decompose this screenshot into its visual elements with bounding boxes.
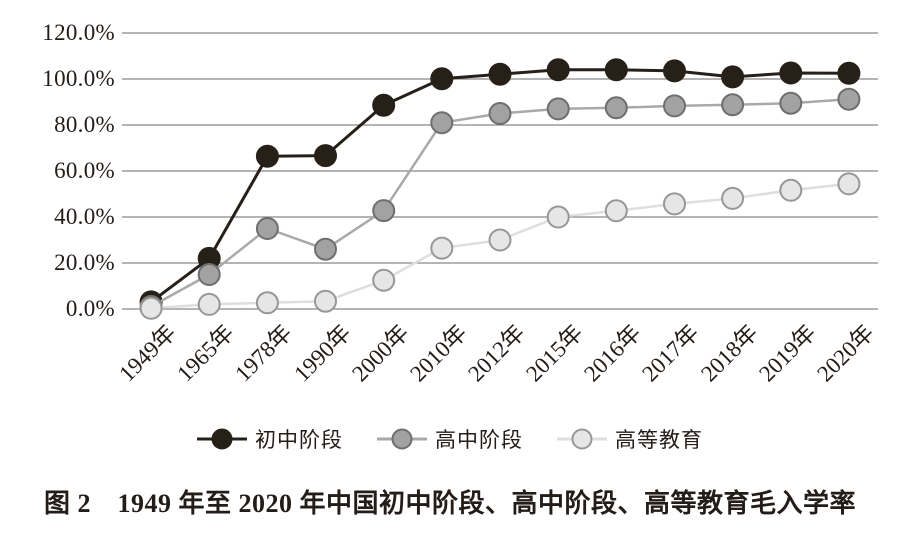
y-axis-tick-label: 100.0% bbox=[42, 66, 115, 91]
data-point-marker bbox=[779, 178, 803, 202]
y-axis-tick-label: 120.0% bbox=[42, 20, 115, 45]
y-axis-tick-label: 0.0% bbox=[65, 296, 115, 321]
data-point-marker bbox=[837, 87, 861, 111]
senior-secondary-line-marker-icon bbox=[377, 428, 427, 450]
data-point-marker bbox=[372, 268, 396, 292]
data-point-marker bbox=[488, 228, 512, 252]
legend-circle-marker bbox=[391, 428, 413, 450]
data-point-marker bbox=[314, 237, 337, 261]
y-axis-tick-label: 80.0% bbox=[54, 112, 115, 137]
data-point-marker bbox=[604, 96, 628, 120]
series-line-1 bbox=[150, 97, 849, 308]
data-point-marker bbox=[430, 236, 454, 260]
data-point-marker bbox=[604, 58, 628, 82]
data-point-marker bbox=[139, 296, 163, 320]
data-point-marker bbox=[488, 62, 512, 86]
data-point-marker bbox=[430, 111, 454, 135]
data-point-marker bbox=[721, 93, 745, 117]
chart-plot-area: 120.0% 100.0% 80.0% 60.0% 40.0% 20.0% 0.0% 194… bbox=[42, 20, 878, 386]
data-point-marker bbox=[721, 186, 745, 210]
data-point-marker bbox=[604, 199, 628, 223]
data-point-marker bbox=[663, 94, 686, 118]
legend-circle-marker bbox=[571, 428, 593, 450]
data-point-marker bbox=[546, 58, 570, 82]
legend-item-higher-education: 高等教育 bbox=[557, 424, 703, 454]
y-axis-tick-label: 40.0% bbox=[54, 204, 115, 229]
legend-label-higher-education: 高等教育 bbox=[615, 428, 703, 452]
data-point-marker bbox=[837, 172, 861, 196]
data-point-marker bbox=[663, 59, 686, 83]
data-point-marker bbox=[255, 144, 279, 168]
data-point-marker bbox=[430, 67, 454, 91]
junior-secondary-line-marker-icon bbox=[197, 428, 247, 450]
data-point-marker bbox=[779, 91, 803, 115]
higher-education-line-marker-icon bbox=[557, 428, 607, 450]
y-axis-tick-label: 20.0% bbox=[54, 250, 115, 275]
data-point-marker bbox=[314, 144, 337, 168]
legend-item-senior-secondary: 高中阶段 bbox=[377, 424, 523, 454]
data-point-marker bbox=[837, 61, 861, 85]
data-point-marker bbox=[372, 199, 396, 223]
data-point-marker bbox=[255, 217, 279, 240]
y-axis-tick-label: 60.0% bbox=[54, 158, 115, 183]
legend-item-junior-secondary: 初中阶段 bbox=[197, 424, 343, 454]
data-point-marker bbox=[314, 289, 337, 313]
data-point-marker bbox=[779, 61, 803, 85]
data-point-marker bbox=[197, 263, 221, 286]
legend-circle-marker bbox=[211, 428, 233, 450]
legend-label-junior-secondary: 初中阶段 bbox=[255, 428, 343, 452]
data-point-marker bbox=[546, 205, 570, 229]
data-point-marker bbox=[488, 102, 512, 125]
legend-label-senior-secondary: 高中阶段 bbox=[435, 428, 523, 452]
figure-caption: 图 2 1949 年至 2020 年中国初中阶段、高中阶段、高等教育毛入学率 bbox=[43, 489, 856, 518]
chart-legend: 初中阶段 高中阶段 高等教育 bbox=[0, 424, 900, 454]
line-chart-canvas bbox=[122, 32, 878, 320]
data-point-marker bbox=[546, 97, 570, 121]
data-point-marker bbox=[255, 291, 279, 315]
data-point-marker bbox=[197, 292, 221, 316]
data-point-marker bbox=[721, 65, 745, 89]
data-point-marker bbox=[663, 192, 686, 216]
data-point-marker bbox=[372, 93, 396, 117]
